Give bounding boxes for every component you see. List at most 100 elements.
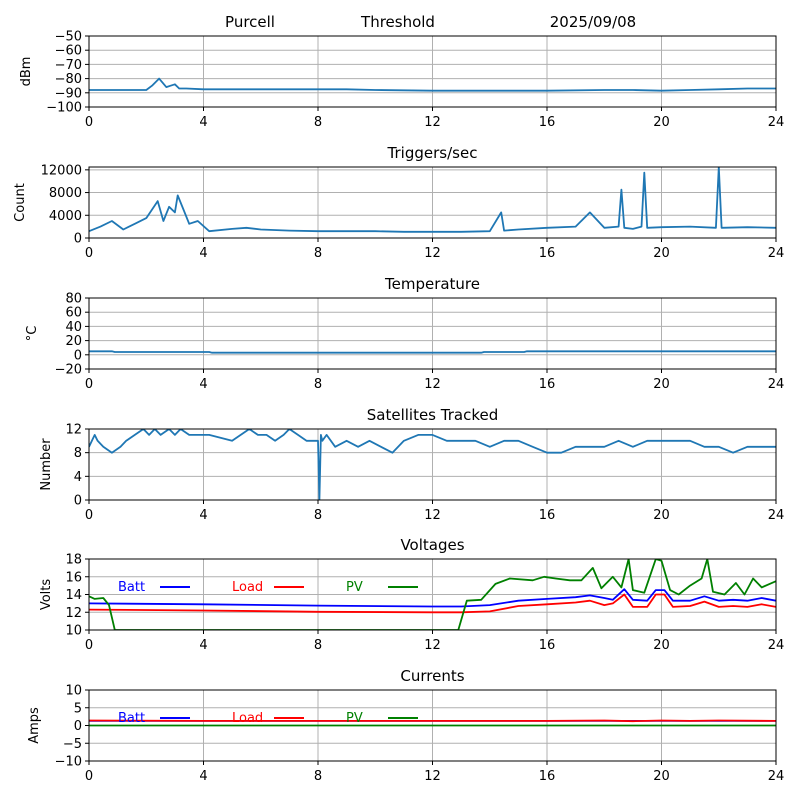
x-tick-label: 16 <box>539 638 556 653</box>
y-tick-label: 40 <box>65 320 82 335</box>
y-axis-label: Number <box>39 438 54 491</box>
y-tick-label: 10 <box>65 684 82 699</box>
y-tick-label: 80 <box>65 292 82 307</box>
x-tick-label: 20 <box>653 377 670 392</box>
x-tick-label: 20 <box>653 115 670 130</box>
series-line-batt <box>89 588 776 608</box>
legend-label-batt: Batt <box>118 580 145 595</box>
legend-label-load: Load <box>232 711 263 726</box>
x-tick-label: 24 <box>768 377 785 392</box>
series-line-1 <box>89 167 776 233</box>
y-tick-label: −70 <box>55 58 82 73</box>
x-tick-label: 4 <box>199 115 207 130</box>
x-tick-label: 20 <box>653 769 670 784</box>
legend-label-pv: PV <box>346 580 363 595</box>
x-tick-label: 8 <box>314 769 322 784</box>
y-tick-label: 20 <box>65 334 82 349</box>
x-tick-label: 16 <box>539 769 556 784</box>
x-tick-label: 0 <box>85 508 93 523</box>
x-tick-label: 24 <box>768 115 785 130</box>
panel-title: Voltages <box>400 536 464 554</box>
panel-title: Currents <box>400 667 464 685</box>
x-tick-label: 24 <box>768 246 785 261</box>
x-tick-label: 4 <box>199 638 207 653</box>
header-mode: Threshold <box>360 13 435 31</box>
panel-title: Temperature <box>384 275 480 293</box>
x-tick-label: 0 <box>85 115 93 130</box>
y-tick-label: 14 <box>65 588 82 603</box>
series-line-1 <box>89 350 776 354</box>
x-tick-label: 12 <box>424 246 441 261</box>
x-tick-label: 8 <box>314 508 322 523</box>
panel-4: 0 4 8 12 16 20 24 0 4 8 12 Satellites Tracked Number <box>39 406 784 523</box>
x-tick-label: 4 <box>199 377 207 392</box>
y-tick-label: 0 <box>74 494 82 509</box>
y-tick-label: 0 <box>74 719 82 734</box>
panel-title: Triggers/sec <box>387 144 478 162</box>
x-tick-label: 8 <box>314 246 322 261</box>
y-tick-label: 12 <box>65 423 82 438</box>
series-line-1 <box>89 77 776 92</box>
y-tick-label: 60 <box>65 306 82 321</box>
series-line-load <box>89 719 776 723</box>
x-tick-label: 24 <box>768 508 785 523</box>
y-tick-label: −20 <box>55 363 82 378</box>
x-tick-label: 20 <box>653 246 670 261</box>
y-tick-label: −80 <box>55 72 82 87</box>
x-tick-label: 12 <box>424 769 441 784</box>
x-tick-label: 20 <box>653 638 670 653</box>
header-station: Purcell <box>225 13 275 31</box>
y-tick-label: 8000 <box>49 186 82 201</box>
x-tick-label: 0 <box>85 638 93 653</box>
y-axis-label: Count <box>13 183 28 222</box>
y-tick-label: 5 <box>74 701 82 716</box>
x-tick-label: 24 <box>768 769 785 784</box>
x-tick-label: 12 <box>424 377 441 392</box>
x-tick-label: 4 <box>199 508 207 523</box>
x-tick-label: 24 <box>768 638 785 653</box>
y-tick-label: 0 <box>74 348 82 363</box>
y-tick-label: 12000 <box>41 163 82 178</box>
panel-6: 0 4 8 12 16 20 24 −10 −5 0 5 10 Currents Amps Batt Load… <box>27 667 784 784</box>
y-tick-label: 10 <box>65 624 82 639</box>
x-tick-label: 0 <box>85 377 93 392</box>
y-tick-label: 0 <box>74 232 82 247</box>
x-tick-label: 16 <box>539 246 556 261</box>
x-tick-label: 8 <box>314 115 322 130</box>
y-axis-label: °C <box>25 326 40 342</box>
legend-label-pv: PV <box>346 711 363 726</box>
panel-2: 0 4 8 12 16 20 24 0 4000 8000 12000 Triggers/sec Cou… <box>13 144 784 261</box>
panel-title: Satellites Tracked <box>367 406 498 424</box>
y-tick-label: −90 <box>55 86 82 101</box>
legend-label-load: Load <box>232 580 263 595</box>
panel-5: 0 4 8 12 16 20 24 10 12 14 16 18 Voltages Volts Batt Lo… <box>39 536 784 653</box>
x-tick-label: 12 <box>424 638 441 653</box>
y-tick-label: −60 <box>55 44 82 59</box>
y-tick-label: −50 <box>55 30 82 45</box>
x-tick-label: 8 <box>314 638 322 653</box>
x-tick-label: 8 <box>314 377 322 392</box>
series-line-pv <box>89 559 776 630</box>
y-tick-label: 16 <box>65 570 82 585</box>
panel-1: 0 4 8 12 16 20 24 −100−90−80−70−60−50 dBm <box>19 30 784 131</box>
x-tick-label: 16 <box>539 508 556 523</box>
x-tick-label: 20 <box>653 508 670 523</box>
y-tick-label: 4000 <box>49 209 82 224</box>
y-axis-label: Amps <box>27 707 42 744</box>
y-tick-label: −10 <box>55 755 82 770</box>
y-axis-label: dBm <box>19 57 34 87</box>
series-line-load <box>89 593 776 614</box>
x-tick-label: 0 <box>85 769 93 784</box>
series-line-1 <box>89 429 776 500</box>
x-tick-label: 12 <box>424 115 441 130</box>
y-tick-label: −5 <box>63 737 82 752</box>
y-tick-label: 8 <box>74 446 82 461</box>
x-tick-label: 16 <box>539 115 556 130</box>
y-tick-label: 18 <box>65 553 82 568</box>
y-tick-label: 12 <box>65 606 82 621</box>
x-tick-label: 12 <box>424 508 441 523</box>
header-date: 2025/09/08 <box>550 13 636 31</box>
